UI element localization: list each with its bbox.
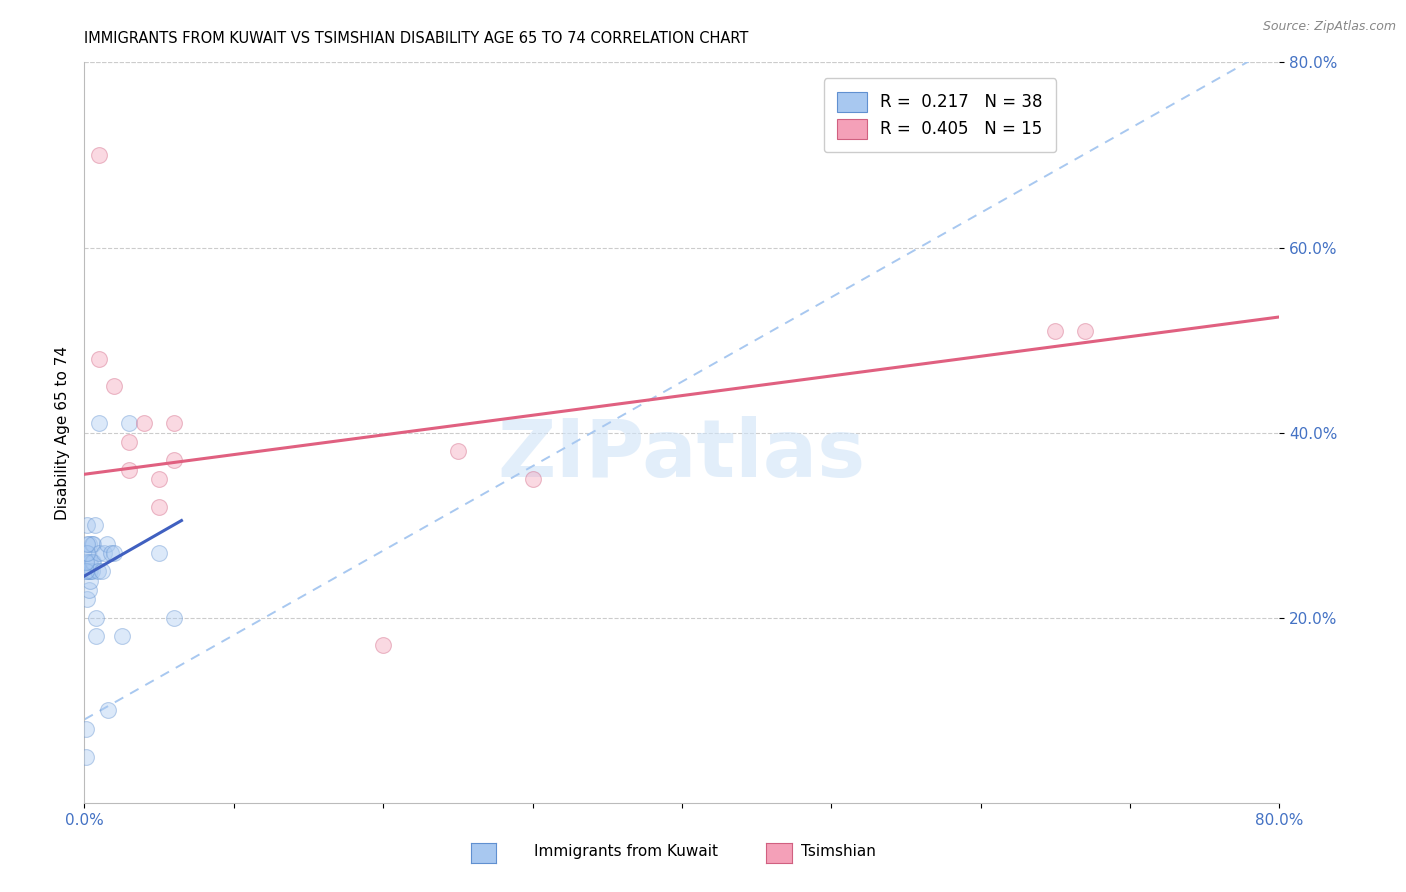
Point [76,565,98,579]
Point [76,546,98,560]
Text: IMMIGRANTS FROM KUWAIT VS TSIMSHIAN DISABILITY AGE 65 TO 74 CORRELATION CHART: IMMIGRANTS FROM KUWAIT VS TSIMSHIAN DISA… [84,31,749,46]
Point [79,574,101,588]
Point [1074,324,1097,338]
Point [89,417,111,431]
Point [75,555,97,569]
Point [76,546,98,560]
Point [148,546,170,560]
Point [77,582,100,597]
Point [86,610,108,624]
Legend: R =  0.217   N = 38, R =  0.405   N = 15: R = 0.217 N = 38, R = 0.405 N = 15 [824,78,1056,153]
Point [75,749,97,764]
Point [103,546,125,560]
Point [79,555,101,569]
Point [80,565,103,579]
Point [163,417,186,431]
Point [79,565,101,579]
Point [77,536,100,550]
Point [89,546,111,560]
Point [83,518,105,533]
Point [111,629,134,643]
Point [103,379,125,393]
Point [447,444,470,458]
Point [76,536,98,550]
Y-axis label: Disability Age 65 to 74: Disability Age 65 to 74 [55,345,70,520]
Point [80,555,103,569]
Point [82,536,104,550]
Point [100,546,122,560]
Point [97,703,120,717]
Text: Immigrants from Kuwait: Immigrants from Kuwait [534,845,718,859]
Point [1045,324,1067,338]
Point [373,639,395,653]
Text: ZIPatlas: ZIPatlas [498,416,866,494]
Point [118,417,141,431]
Point [163,610,186,624]
Point [118,462,141,476]
Point [76,518,98,533]
Point [80,536,103,550]
Text: Source: ZipAtlas.com: Source: ZipAtlas.com [1263,20,1396,33]
Point [77,555,100,569]
Point [96,536,118,550]
Point [89,351,111,366]
Point [86,629,108,643]
Point [132,417,156,431]
Point [77,565,100,579]
Point [93,546,115,560]
Point [87,565,110,579]
Point [522,472,544,486]
Point [148,472,170,486]
Point [76,592,98,607]
Point [163,453,186,467]
Point [75,722,97,736]
Point [91,565,114,579]
Text: Tsimshian: Tsimshian [801,845,876,859]
Point [118,434,141,449]
Point [89,148,111,162]
Point [82,555,104,569]
Point [148,500,170,514]
Point [75,565,97,579]
